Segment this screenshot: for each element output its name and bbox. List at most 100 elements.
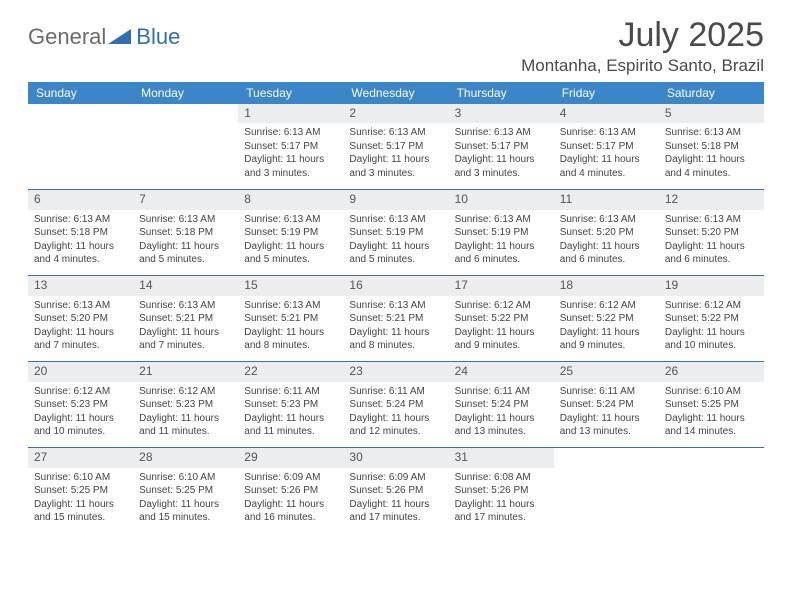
col-friday: Friday xyxy=(554,82,659,104)
calendar-row: 1Sunrise: 6:13 AMSunset: 5:17 PMDaylight… xyxy=(28,104,764,190)
calendar-row: 13Sunrise: 6:13 AMSunset: 5:20 PMDayligh… xyxy=(28,276,764,362)
calendar-cell xyxy=(659,448,764,534)
calendar-cell: 13Sunrise: 6:13 AMSunset: 5:20 PMDayligh… xyxy=(28,276,133,362)
location-text: Montanha, Espirito Santo, Brazil xyxy=(521,56,764,76)
col-wednesday: Wednesday xyxy=(343,82,448,104)
day-details: Sunrise: 6:13 AMSunset: 5:17 PMDaylight:… xyxy=(343,123,448,184)
calendar-cell: 31Sunrise: 6:08 AMSunset: 5:26 PMDayligh… xyxy=(449,448,554,534)
calendar-cell: 8Sunrise: 6:13 AMSunset: 5:19 PMDaylight… xyxy=(238,190,343,276)
day-number: 10 xyxy=(449,190,554,210)
day-details: Sunrise: 6:13 AMSunset: 5:17 PMDaylight:… xyxy=(554,123,659,184)
brand-mark-icon xyxy=(108,27,134,47)
calendar-cell: 19Sunrise: 6:12 AMSunset: 5:22 PMDayligh… xyxy=(659,276,764,362)
day-details: Sunrise: 6:12 AMSunset: 5:23 PMDaylight:… xyxy=(133,382,238,443)
calendar-cell: 20Sunrise: 6:12 AMSunset: 5:23 PMDayligh… xyxy=(28,362,133,448)
day-details: Sunrise: 6:13 AMSunset: 5:19 PMDaylight:… xyxy=(343,210,448,271)
day-number: 20 xyxy=(28,362,133,382)
day-details: Sunrise: 6:10 AMSunset: 5:25 PMDaylight:… xyxy=(659,382,764,443)
day-details: Sunrise: 6:13 AMSunset: 5:21 PMDaylight:… xyxy=(343,296,448,357)
day-number: 3 xyxy=(449,104,554,124)
day-details: Sunrise: 6:12 AMSunset: 5:22 PMDaylight:… xyxy=(554,296,659,357)
day-number: 5 xyxy=(659,104,764,124)
calendar-cell: 1Sunrise: 6:13 AMSunset: 5:17 PMDaylight… xyxy=(238,104,343,190)
day-number: 23 xyxy=(343,362,448,382)
day-number: 29 xyxy=(238,448,343,468)
header-row: General Blue July 2025 Montanha, Espirit… xyxy=(28,18,764,76)
day-details: Sunrise: 6:12 AMSunset: 5:22 PMDaylight:… xyxy=(659,296,764,357)
day-number: 2 xyxy=(343,104,448,124)
calendar-cell: 5Sunrise: 6:13 AMSunset: 5:18 PMDaylight… xyxy=(659,104,764,190)
day-number: 17 xyxy=(449,276,554,296)
calendar-cell: 14Sunrise: 6:13 AMSunset: 5:21 PMDayligh… xyxy=(133,276,238,362)
calendar-cell: 28Sunrise: 6:10 AMSunset: 5:25 PMDayligh… xyxy=(133,448,238,534)
calendar-cell: 9Sunrise: 6:13 AMSunset: 5:19 PMDaylight… xyxy=(343,190,448,276)
day-number: 7 xyxy=(133,190,238,210)
calendar-cell: 6Sunrise: 6:13 AMSunset: 5:18 PMDaylight… xyxy=(28,190,133,276)
calendar-page: General Blue July 2025 Montanha, Espirit… xyxy=(0,0,792,554)
day-number: 1 xyxy=(238,104,343,124)
calendar-cell: 3Sunrise: 6:13 AMSunset: 5:17 PMDaylight… xyxy=(449,104,554,190)
day-number: 4 xyxy=(554,104,659,124)
calendar-cell: 25Sunrise: 6:11 AMSunset: 5:24 PMDayligh… xyxy=(554,362,659,448)
day-number: 25 xyxy=(554,362,659,382)
day-details: Sunrise: 6:11 AMSunset: 5:24 PMDaylight:… xyxy=(343,382,448,443)
calendar-cell xyxy=(554,448,659,534)
day-number: 6 xyxy=(28,190,133,210)
calendar-cell: 23Sunrise: 6:11 AMSunset: 5:24 PMDayligh… xyxy=(343,362,448,448)
day-details: Sunrise: 6:09 AMSunset: 5:26 PMDaylight:… xyxy=(343,468,448,529)
day-details: Sunrise: 6:13 AMSunset: 5:17 PMDaylight:… xyxy=(238,123,343,184)
day-details: Sunrise: 6:09 AMSunset: 5:26 PMDaylight:… xyxy=(238,468,343,529)
day-details: Sunrise: 6:11 AMSunset: 5:24 PMDaylight:… xyxy=(449,382,554,443)
calendar-body: 1Sunrise: 6:13 AMSunset: 5:17 PMDaylight… xyxy=(28,104,764,534)
calendar-cell: 16Sunrise: 6:13 AMSunset: 5:21 PMDayligh… xyxy=(343,276,448,362)
col-saturday: Saturday xyxy=(659,82,764,104)
day-details: Sunrise: 6:11 AMSunset: 5:24 PMDaylight:… xyxy=(554,382,659,443)
day-details: Sunrise: 6:13 AMSunset: 5:18 PMDaylight:… xyxy=(28,210,133,271)
calendar-cell: 15Sunrise: 6:13 AMSunset: 5:21 PMDayligh… xyxy=(238,276,343,362)
day-details: Sunrise: 6:11 AMSunset: 5:23 PMDaylight:… xyxy=(238,382,343,443)
calendar-cell: 26Sunrise: 6:10 AMSunset: 5:25 PMDayligh… xyxy=(659,362,764,448)
calendar-cell: 24Sunrise: 6:11 AMSunset: 5:24 PMDayligh… xyxy=(449,362,554,448)
calendar-cell: 30Sunrise: 6:09 AMSunset: 5:26 PMDayligh… xyxy=(343,448,448,534)
calendar-row: 20Sunrise: 6:12 AMSunset: 5:23 PMDayligh… xyxy=(28,362,764,448)
day-number: 15 xyxy=(238,276,343,296)
day-details: Sunrise: 6:13 AMSunset: 5:20 PMDaylight:… xyxy=(659,210,764,271)
day-details: Sunrise: 6:13 AMSunset: 5:19 PMDaylight:… xyxy=(238,210,343,271)
day-number: 18 xyxy=(554,276,659,296)
calendar-cell: 12Sunrise: 6:13 AMSunset: 5:20 PMDayligh… xyxy=(659,190,764,276)
day-number: 9 xyxy=(343,190,448,210)
day-details: Sunrise: 6:13 AMSunset: 5:18 PMDaylight:… xyxy=(133,210,238,271)
day-number: 19 xyxy=(659,276,764,296)
calendar-row: 27Sunrise: 6:10 AMSunset: 5:25 PMDayligh… xyxy=(28,448,764,534)
calendar-cell: 27Sunrise: 6:10 AMSunset: 5:25 PMDayligh… xyxy=(28,448,133,534)
day-details: Sunrise: 6:13 AMSunset: 5:19 PMDaylight:… xyxy=(449,210,554,271)
calendar-cell: 22Sunrise: 6:11 AMSunset: 5:23 PMDayligh… xyxy=(238,362,343,448)
day-number: 11 xyxy=(554,190,659,210)
day-number: 26 xyxy=(659,362,764,382)
day-details: Sunrise: 6:08 AMSunset: 5:26 PMDaylight:… xyxy=(449,468,554,529)
calendar-cell: 21Sunrise: 6:12 AMSunset: 5:23 PMDayligh… xyxy=(133,362,238,448)
calendar-row: 6Sunrise: 6:13 AMSunset: 5:18 PMDaylight… xyxy=(28,190,764,276)
day-number: 24 xyxy=(449,362,554,382)
day-number: 13 xyxy=(28,276,133,296)
title-block: July 2025 Montanha, Espirito Santo, Braz… xyxy=(521,18,764,76)
page-title: July 2025 xyxy=(521,18,764,54)
brand-text-blue: Blue xyxy=(136,24,180,50)
day-number: 12 xyxy=(659,190,764,210)
calendar-cell: 17Sunrise: 6:12 AMSunset: 5:22 PMDayligh… xyxy=(449,276,554,362)
day-number: 30 xyxy=(343,448,448,468)
calendar-cell: 11Sunrise: 6:13 AMSunset: 5:20 PMDayligh… xyxy=(554,190,659,276)
calendar-cell: 4Sunrise: 6:13 AMSunset: 5:17 PMDaylight… xyxy=(554,104,659,190)
day-details: Sunrise: 6:13 AMSunset: 5:21 PMDaylight:… xyxy=(133,296,238,357)
col-thursday: Thursday xyxy=(449,82,554,104)
calendar-cell: 7Sunrise: 6:13 AMSunset: 5:18 PMDaylight… xyxy=(133,190,238,276)
calendar-cell xyxy=(133,104,238,190)
day-number: 22 xyxy=(238,362,343,382)
day-details: Sunrise: 6:12 AMSunset: 5:23 PMDaylight:… xyxy=(28,382,133,443)
day-details: Sunrise: 6:10 AMSunset: 5:25 PMDaylight:… xyxy=(133,468,238,529)
day-number: 31 xyxy=(449,448,554,468)
day-details: Sunrise: 6:10 AMSunset: 5:25 PMDaylight:… xyxy=(28,468,133,529)
col-tuesday: Tuesday xyxy=(238,82,343,104)
calendar-cell xyxy=(28,104,133,190)
day-number: 8 xyxy=(238,190,343,210)
